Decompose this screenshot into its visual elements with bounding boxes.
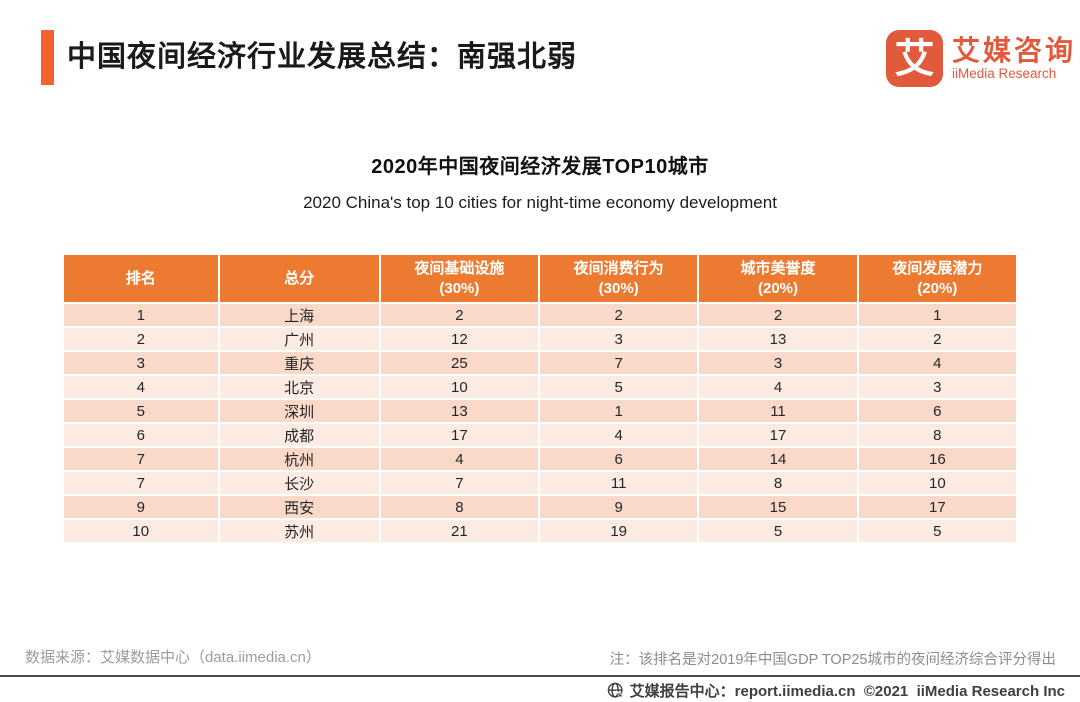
- footer-divider: [0, 675, 1080, 677]
- table-cell: 11: [697, 398, 859, 424]
- table-cell: 17: [856, 494, 1019, 520]
- table-cell: 2: [697, 302, 859, 328]
- table-row: 1 上海 2 2 2 1: [62, 302, 1019, 328]
- iimedia-logo: 艾 艾媒咨询 iiMedia Research: [886, 30, 1076, 87]
- table-cell: 1: [538, 398, 700, 424]
- table-cell: 8: [378, 494, 541, 520]
- table-cell: 1: [856, 302, 1019, 328]
- page-title: 中国夜间经济行业发展总结：南强北弱: [67, 41, 578, 73]
- table-cell: 4: [62, 374, 220, 400]
- column-header: 城市美誉度 (20%): [697, 253, 859, 304]
- table-row: 5 深圳 13 1 11 6: [62, 398, 1019, 424]
- table-cell: 2: [62, 326, 220, 352]
- globe-icon: [607, 682, 624, 699]
- table-cell: 7: [62, 446, 220, 472]
- table-cell: 15: [697, 494, 859, 520]
- table-cell: 8: [697, 470, 859, 496]
- table-cell: 11: [538, 470, 700, 496]
- table-cell: 10: [378, 374, 541, 400]
- table-cell: 2: [538, 302, 700, 328]
- table-row: 2 广州 12 3 13 2: [62, 326, 1019, 352]
- table-cell: 9: [538, 494, 700, 520]
- table-cell: 6: [856, 398, 1019, 424]
- table-cell: 10: [62, 518, 220, 544]
- logo-brand-en: iiMedia Research: [952, 65, 1057, 81]
- table-cell: 6: [62, 422, 220, 448]
- column-header: 总分: [217, 253, 381, 304]
- table-cell: 3: [538, 326, 700, 352]
- table-cell: 19: [538, 518, 700, 544]
- table-cell: 25: [378, 350, 541, 376]
- ranking-table: 排名 总分 夜间基础设施 (30%) 夜间消费行为 (30%) 城市美誉度 (20%) 夜…: [62, 253, 1019, 544]
- table-cell: 3: [856, 374, 1019, 400]
- table-row: 9 西安 8 9 15 17: [62, 494, 1019, 520]
- column-header: 夜间消费行为 (30%): [538, 253, 700, 304]
- table-cell: 16: [856, 446, 1019, 472]
- table-cell: 4: [856, 350, 1019, 376]
- footnote-text: 注：该排名是对2019年中国GDP TOP25城市的夜间经济综合评分得出: [609, 652, 1056, 668]
- table-row: 7 长沙 7 11 8 10: [62, 470, 1019, 496]
- table-cell: 4: [378, 446, 541, 472]
- table-cell: 17: [378, 422, 541, 448]
- table-row: 6 成都 17 4 17 8: [62, 422, 1019, 448]
- table-cell: 长沙: [217, 470, 381, 496]
- table-cell: 2: [378, 302, 541, 328]
- table-cell: 21: [378, 518, 541, 544]
- table-header-row: 排名 总分 夜间基础设施 (30%) 夜间消费行为 (30%) 城市美誉度 (20%) 夜…: [62, 253, 1019, 304]
- table-cell: 杭州: [217, 446, 381, 472]
- table-cell: 17: [697, 422, 859, 448]
- table-cell: 10: [856, 470, 1019, 496]
- table-cell: 7: [378, 470, 541, 496]
- table-row: 3 重庆 25 7 3 4: [62, 350, 1019, 376]
- table-row: 10 苏州 21 19 5 5: [62, 518, 1019, 544]
- table-cell: 1: [62, 302, 220, 328]
- table-cell: 上海: [217, 302, 381, 328]
- table-cell: 4: [538, 422, 700, 448]
- table-body: 1 上海 2 2 2 1 2 广州 12 3 13 2 3 重庆 25 7 3 4 4 北京 10 5 4 3 5 深圳 13 1 11…: [62, 302, 1019, 544]
- table-cell: 3: [697, 350, 859, 376]
- column-header: 排名: [62, 253, 220, 304]
- table-cell: 7: [538, 350, 700, 376]
- iimedia-logo-text: 艾媒咨询 iiMedia Research: [952, 34, 1077, 82]
- chart-title-cn: 2020年中国夜间经济发展TOP10城市: [371, 156, 709, 178]
- table-cell: 5: [856, 518, 1019, 544]
- title-accent-bar: [41, 30, 54, 85]
- table-cell: 8: [856, 422, 1019, 448]
- table-cell: 成都: [217, 422, 381, 448]
- table-cell: 5: [538, 374, 700, 400]
- table-cell: 7: [62, 470, 220, 496]
- table-cell: 广州: [217, 326, 381, 352]
- table-cell: 重庆: [217, 350, 381, 376]
- table-cell: 2: [856, 326, 1019, 352]
- chart-title-en: 2020 China's top 10 cities for night-tim…: [303, 193, 777, 212]
- table-cell: 12: [378, 326, 541, 352]
- table-cell: 3: [62, 350, 220, 376]
- table-cell: 5: [62, 398, 220, 424]
- table-cell: 西安: [217, 494, 381, 520]
- table-cell: 13: [697, 326, 859, 352]
- table-cell: 13: [378, 398, 541, 424]
- report-center-text: 艾媒报告中心：report.iimedia.cn ©2021 iiMedia R…: [629, 683, 1065, 700]
- iimedia-logo-icon: 艾: [886, 30, 943, 87]
- report-center-line: 艾媒报告中心：report.iimedia.cn ©2021 iiMedia R…: [607, 680, 1065, 701]
- table-cell: 9: [62, 494, 220, 520]
- table-cell: 苏州: [217, 518, 381, 544]
- logo-brand-cn: 艾媒咨询: [952, 34, 1077, 66]
- table-row: 4 北京 10 5 4 3: [62, 374, 1019, 400]
- table-cell: 5: [697, 518, 859, 544]
- table-cell: 深圳: [217, 398, 381, 424]
- column-header: 夜间基础设施 (30%): [378, 253, 541, 304]
- data-source-text: 数据来源：艾媒数据中心（data.iimedia.cn）: [25, 649, 321, 666]
- column-header: 夜间发展潜力 (20%): [856, 253, 1019, 304]
- table-cell: 北京: [217, 374, 381, 400]
- table-cell: 14: [697, 446, 859, 472]
- table-cell: 4: [697, 374, 859, 400]
- table-cell: 6: [538, 446, 700, 472]
- table-row: 7 杭州 4 6 14 16: [62, 446, 1019, 472]
